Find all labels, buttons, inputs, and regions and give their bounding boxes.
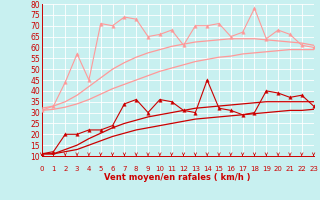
X-axis label: Vent moyen/en rafales ( km/h ): Vent moyen/en rafales ( km/h ) xyxy=(104,173,251,182)
